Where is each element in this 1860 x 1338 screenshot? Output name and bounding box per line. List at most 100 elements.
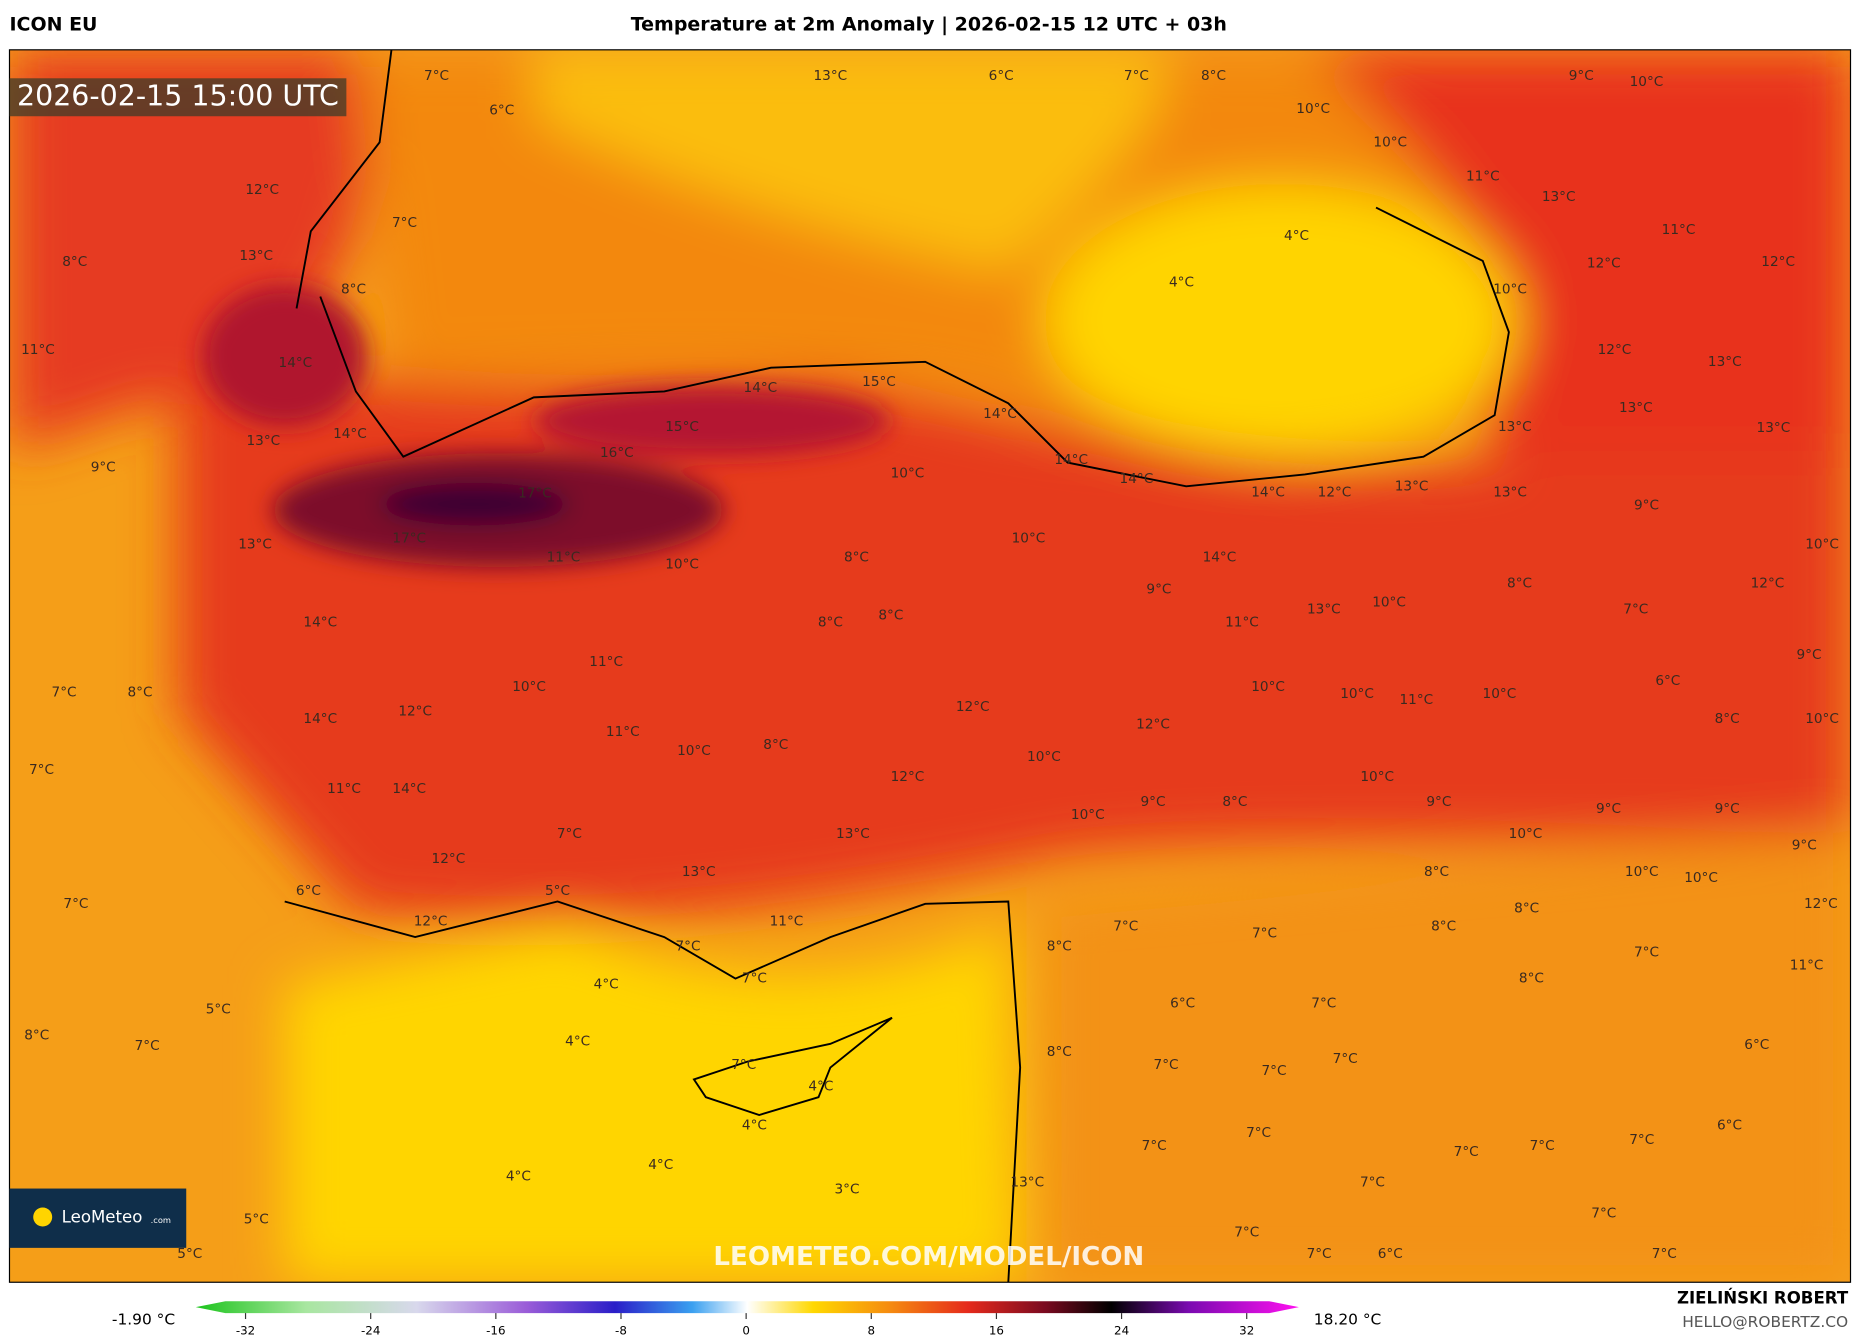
temp-label: 13°C	[1619, 400, 1653, 416]
temp-label: 8°C	[1201, 68, 1226, 84]
temp-label: 10°C	[1509, 826, 1543, 842]
temp-label: 10°C	[891, 465, 925, 481]
temp-label: 12°C	[1318, 484, 1352, 500]
temp-label: 12°C	[1751, 576, 1785, 592]
temp-label: 13°C	[1757, 420, 1791, 436]
temp-label: 10°C	[1027, 749, 1061, 765]
temp-label: 14°C	[392, 781, 426, 797]
temp-label: 14°C	[1120, 471, 1154, 487]
colorbar-tick-label: 8	[868, 1323, 876, 1337]
temp-label: 12°C	[245, 182, 279, 198]
temp-label: 7°C	[1623, 602, 1648, 618]
temp-label: 8°C	[341, 281, 366, 297]
temp-label: 4°C	[594, 977, 619, 993]
temp-label: 13°C	[239, 248, 273, 264]
temp-label: 7°C	[1652, 1246, 1677, 1262]
temp-label: 6°C	[1717, 1118, 1742, 1134]
model-name: ICON EU	[9, 13, 97, 35]
temp-label: 7°C	[392, 215, 417, 231]
temp-label: 14°C	[303, 615, 337, 631]
temp-label: 10°C	[1373, 134, 1407, 150]
temp-label: 15°C	[862, 374, 896, 390]
min-label: -1.90 °C	[112, 1311, 175, 1329]
temp-label: 7°C	[1113, 918, 1138, 934]
temp-label: 4°C	[1284, 228, 1309, 244]
temp-label: 7°C	[1311, 996, 1336, 1012]
temp-label: 10°C	[1684, 870, 1718, 886]
temp-label: 8°C	[1047, 939, 1072, 955]
temp-label: 13°C	[836, 826, 870, 842]
temp-label: 7°C	[1333, 1051, 1358, 1067]
temp-label: 11°C	[589, 654, 623, 670]
temp-label: 8°C	[1431, 918, 1456, 934]
temp-label: 7°C	[1634, 944, 1659, 960]
temp-label: 10°C	[1805, 711, 1839, 727]
temp-label: 10°C	[1372, 595, 1406, 611]
temp-label: 5°C	[244, 1211, 269, 1227]
temp-label: 8°C	[1514, 901, 1539, 917]
temp-label: 12°C	[432, 851, 466, 867]
timestamp: 2026-02-15 15:00 UTC	[17, 79, 339, 112]
colorbar-tick-label: -32	[236, 1323, 255, 1337]
temp-label: 10°C	[1071, 807, 1105, 823]
temp-label: 12°C	[398, 704, 432, 720]
temp-label: 8°C	[24, 1028, 49, 1044]
temp-label: 14°C	[1203, 550, 1237, 566]
temp-label: 11°C	[327, 781, 361, 797]
temp-label: 11°C	[770, 914, 804, 930]
temp-label: 7°C	[1142, 1138, 1167, 1154]
logo-sun	[33, 1207, 53, 1227]
colorbar-tick-label: 0	[742, 1323, 750, 1337]
temp-label: 7°C	[135, 1038, 160, 1054]
logo-name: LeoMeteo	[62, 1208, 143, 1227]
temp-label: 7°C	[557, 826, 582, 842]
temp-label: 7°C	[1234, 1224, 1259, 1240]
temp-label: 3°C	[834, 1182, 859, 1198]
temp-label: 12°C	[1761, 254, 1795, 270]
temp-label: 13°C	[238, 536, 272, 552]
temp-label: 12°C	[891, 769, 925, 785]
temp-label: 8°C	[844, 550, 869, 566]
temp-label: 9°C	[1426, 794, 1451, 810]
temp-label: 6°C	[296, 883, 321, 899]
temp-label: 7°C	[29, 762, 54, 778]
temp-label: 15°C	[665, 419, 699, 435]
temp-label: 12°C	[1804, 896, 1838, 912]
temp-label: 8°C	[818, 615, 843, 631]
temp-label: 13°C	[1307, 602, 1341, 618]
temp-label: 10°C	[1296, 101, 1330, 117]
map	[9, 49, 1851, 1283]
temp-label: 7°C	[1124, 68, 1149, 84]
credit-email: HELLO@ROBERTZ.CO	[1682, 1313, 1848, 1331]
temp-label: 16°C	[600, 445, 634, 461]
logo-suffix: .com	[151, 1215, 171, 1225]
colorbar-tick-label: 16	[989, 1323, 1004, 1337]
colorbar	[195, 1301, 1299, 1314]
temp-label: 14°C	[744, 380, 778, 396]
temp-label: 12°C	[956, 699, 990, 715]
temp-label: 10°C	[1483, 686, 1517, 702]
temp-label: 12°C	[1598, 342, 1632, 358]
temp-label: 13°C	[1010, 1175, 1044, 1191]
temp-label: 10°C	[1493, 281, 1527, 297]
temp-label: 4°C	[1169, 274, 1194, 290]
temp-label: 11°C	[21, 342, 55, 358]
temp-label: 7°C	[52, 685, 77, 701]
temp-label: 7°C	[676, 939, 701, 955]
temp-label: 9°C	[1569, 68, 1594, 84]
temp-label: 14°C	[1054, 452, 1088, 468]
temp-label: 6°C	[489, 102, 514, 118]
temp-label: 6°C	[989, 68, 1014, 84]
temp-label: 9°C	[1792, 838, 1817, 854]
temp-label: 6°C	[1744, 1037, 1769, 1053]
temp-label: 17°C	[518, 485, 552, 501]
temp-label: 11°C	[1400, 692, 1434, 708]
map-title: Temperature at 2m Anomaly | 2026-02-15 1…	[631, 13, 1227, 35]
temp-label: 11°C	[606, 724, 640, 740]
temp-label: 4°C	[565, 1033, 590, 1049]
temp-label: 11°C	[1466, 169, 1500, 185]
temp-label: 8°C	[878, 608, 903, 624]
temp-label: 14°C	[303, 711, 337, 727]
temp-label: 11°C	[1662, 222, 1696, 238]
